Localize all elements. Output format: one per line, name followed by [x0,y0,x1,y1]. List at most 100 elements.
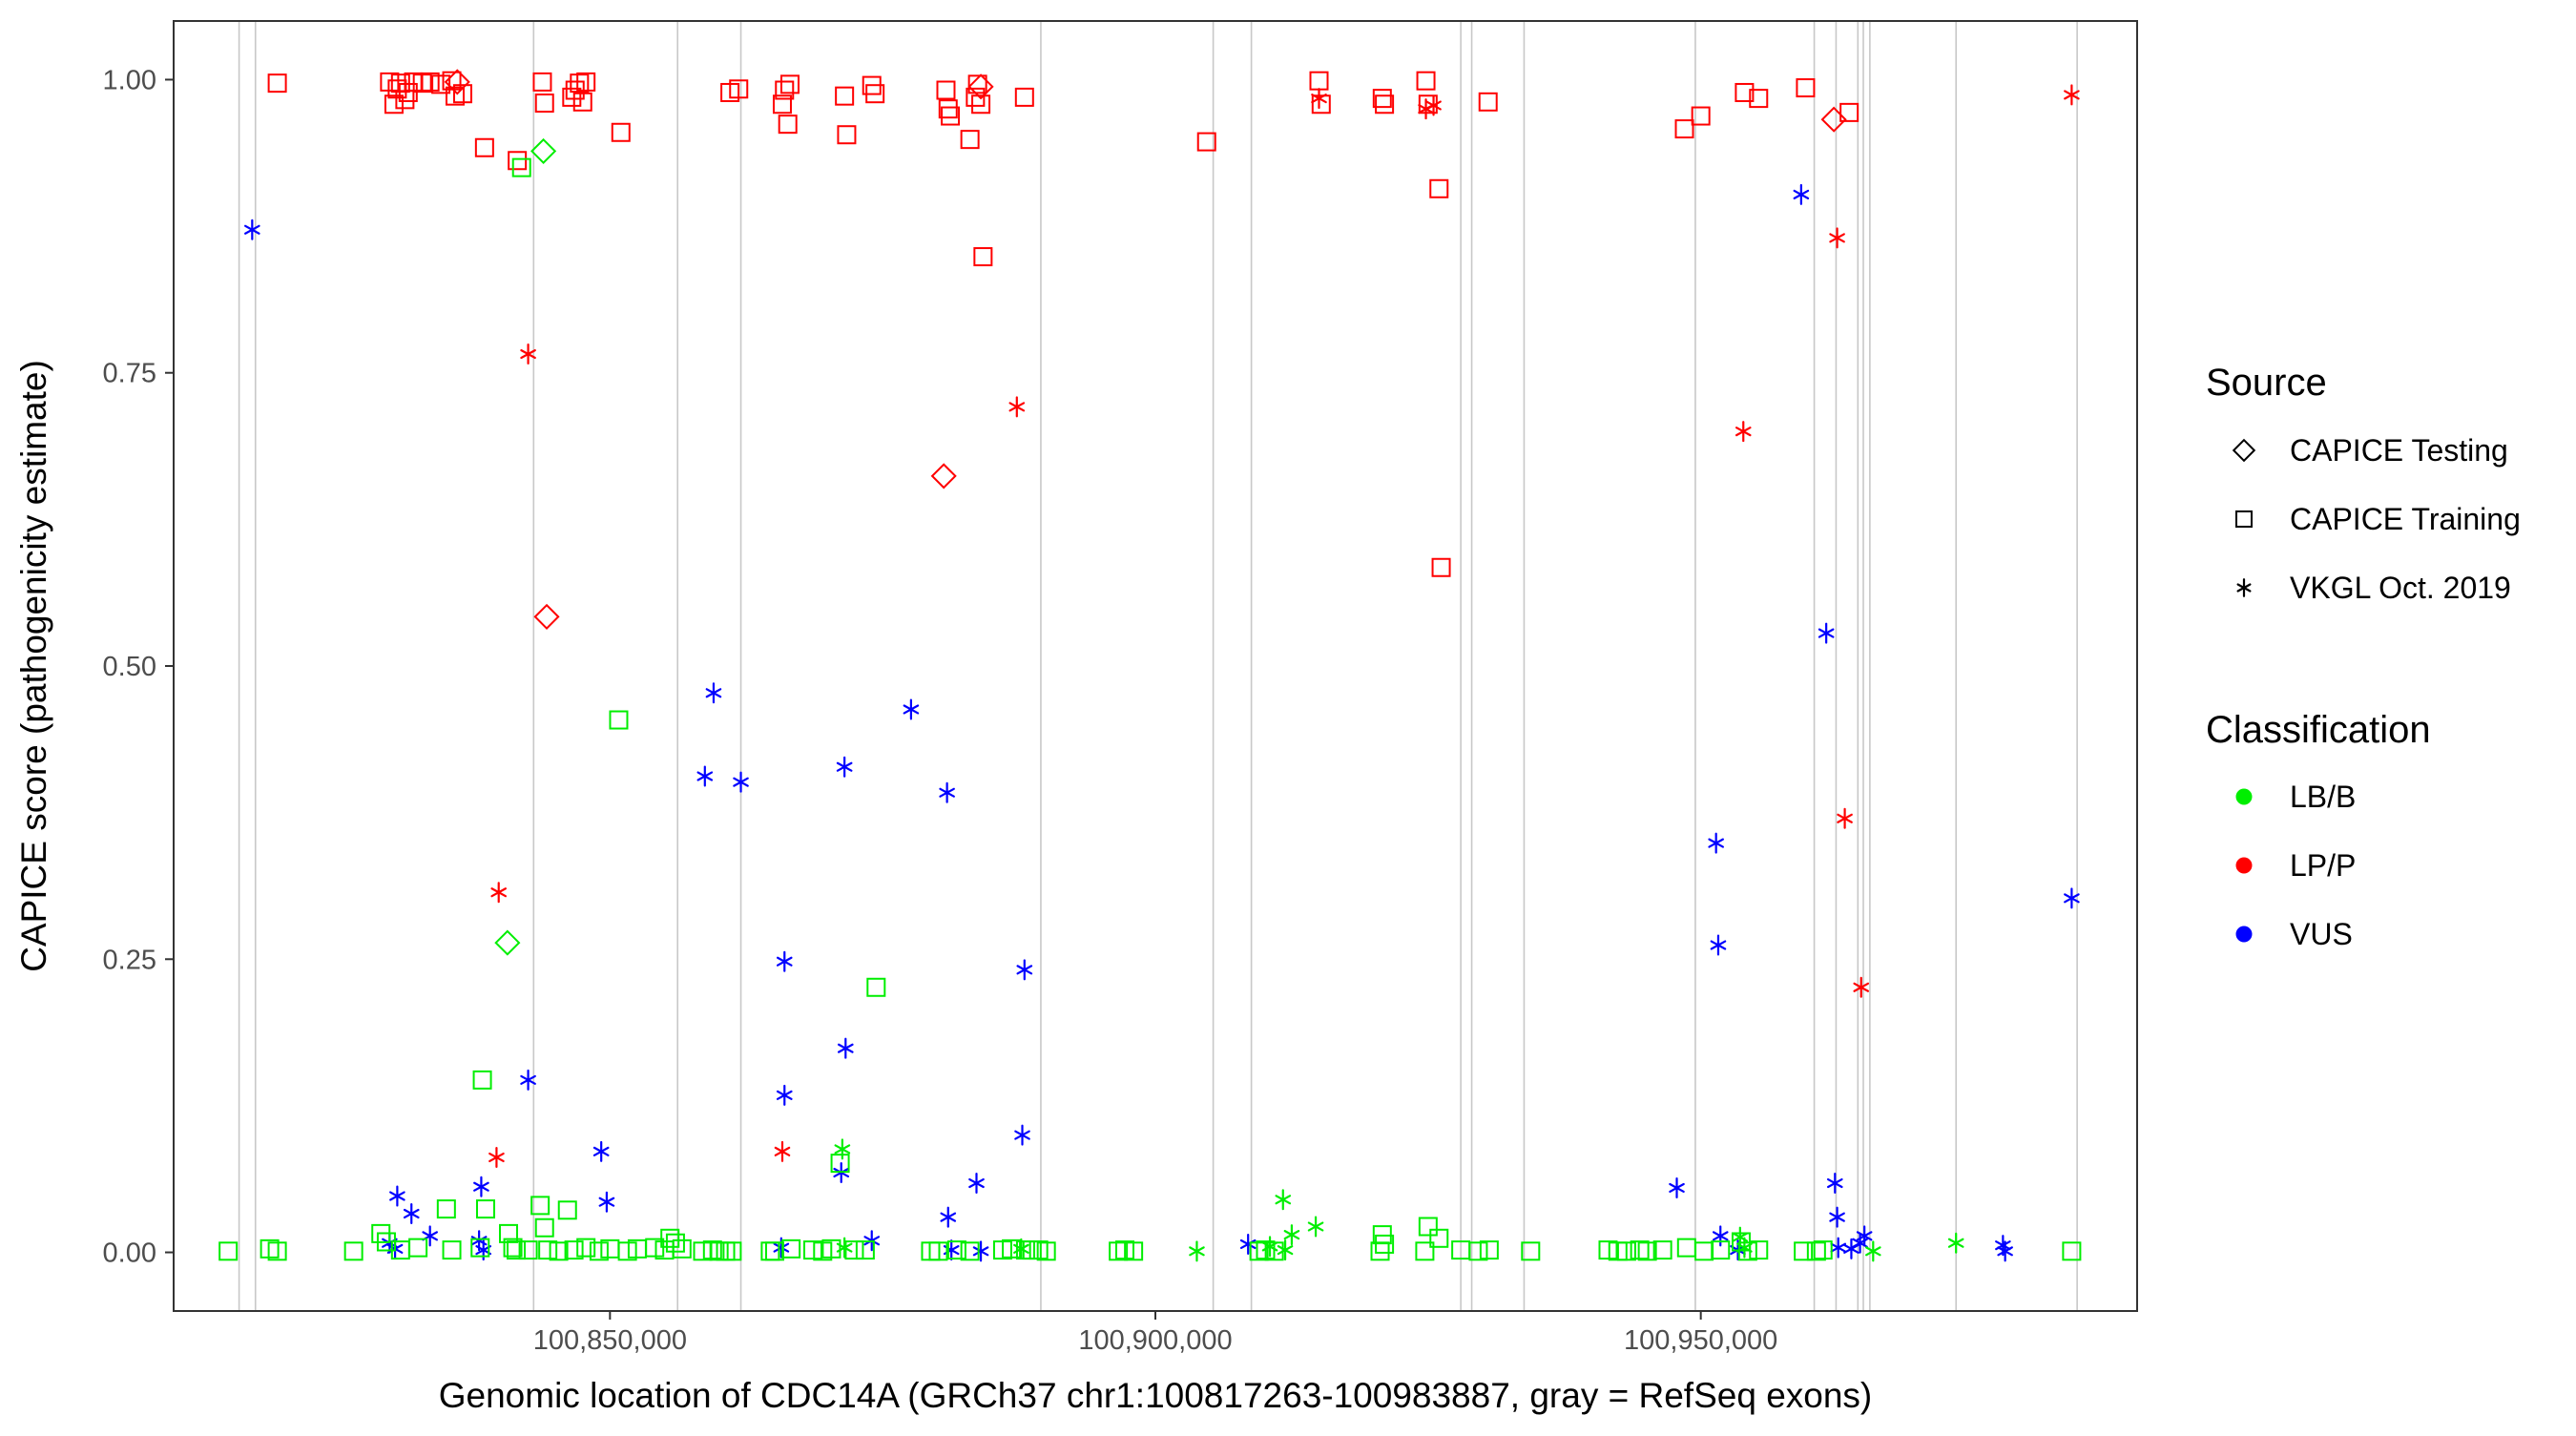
data-point [1014,1124,1030,1146]
x-tick-label: 100,850,000 [533,1325,687,1356]
data-point [1691,106,1711,126]
data-point [1997,1240,2013,1262]
data-point [475,1199,495,1219]
data-point [781,1238,801,1259]
data-point [1425,94,1442,116]
data-point [941,106,961,126]
legend-class-label: VUS [2290,917,2353,951]
legend-source-label: CAPICE Testing [2290,433,2508,468]
data-point [968,1173,985,1195]
data-point [1829,227,1845,249]
data-point [520,1069,536,1091]
series-group [488,84,2080,1168]
data-point [474,137,494,157]
data-point [973,247,993,267]
data-point [705,682,722,704]
data-point [776,950,793,972]
data-point [1014,87,1034,107]
data-point [1674,119,1694,139]
data-point [534,94,554,114]
legend-class-label: LP/P [2290,848,2356,883]
y-tick-label: 0.75 [103,359,156,389]
data-point [576,72,596,92]
data-point [834,1138,851,1160]
data-point [940,1206,957,1228]
data-point [444,69,470,95]
data-point [576,1238,596,1258]
data-point [1307,1216,1324,1238]
data-point [1865,1240,1881,1262]
data-point [549,1241,569,1261]
legend-source-item: VKGL Oct. 2019 [2236,571,2511,605]
data-point [1008,396,1026,418]
data-point [835,86,855,106]
data-point [903,698,920,720]
data-point [267,1241,287,1261]
legend-key-dot [2235,857,2253,874]
series-group [494,137,557,956]
data-point [1837,807,1853,829]
legend-class-item: LB/B [2235,780,2356,814]
data-point [572,92,592,112]
data-point [1418,1217,1438,1237]
data-point [488,1146,505,1168]
data-point [971,94,991,114]
legend-source-title: Source [2206,362,2327,404]
data-point [696,765,714,787]
data-point [1013,1238,1029,1259]
data-point [1249,1241,1269,1261]
data-point [592,1140,610,1162]
x-tick-label: 100,950,000 [1624,1325,1777,1356]
data-point [821,1238,841,1259]
data-point [773,1237,790,1259]
legend-classification-title: Classification [2206,709,2431,751]
data-point [1749,89,1769,109]
data-point [1415,1241,1435,1261]
y-tick-label: 0.00 [103,1238,156,1269]
data-point [960,130,980,150]
data-point [532,72,552,92]
data-point [538,1240,558,1260]
data-point [775,80,795,100]
data-point [672,1238,692,1259]
data-point [1637,1241,1657,1261]
data-point [1189,1240,1205,1262]
series-group [218,157,2082,1261]
data-point [802,1240,822,1260]
data-point [1710,934,1727,956]
data-point [598,1191,615,1213]
data-point [776,1084,793,1106]
data-point [1275,1189,1292,1211]
data-point [1830,1237,1847,1259]
data-point [494,929,521,956]
data-point [1856,1225,1873,1247]
data-point [1796,78,1816,98]
data-point [1735,421,1752,443]
data-point [836,756,853,778]
data-point [445,86,465,106]
data-point [939,781,955,803]
legend-key-square [2235,510,2253,528]
data-point [1429,1228,1449,1248]
y-axis-title: CAPICE score (pathogenicity estimate) [14,360,53,972]
data-point [530,137,557,164]
data-point [518,1240,538,1260]
data-point [660,1228,680,1248]
data-point [1829,1206,1845,1228]
data-point [403,1202,420,1224]
data-point [1261,1236,1278,1258]
data-point [442,1240,462,1260]
data-point [244,219,260,240]
data-point [1375,94,1395,114]
data-point [511,157,531,177]
data-point [1431,557,1451,577]
data-point [830,1154,850,1174]
data-point [779,74,800,94]
data-point [609,710,629,730]
data-point [702,1240,722,1260]
data-point [436,1199,456,1219]
data-point [218,1241,239,1261]
data-point [1372,89,1392,109]
